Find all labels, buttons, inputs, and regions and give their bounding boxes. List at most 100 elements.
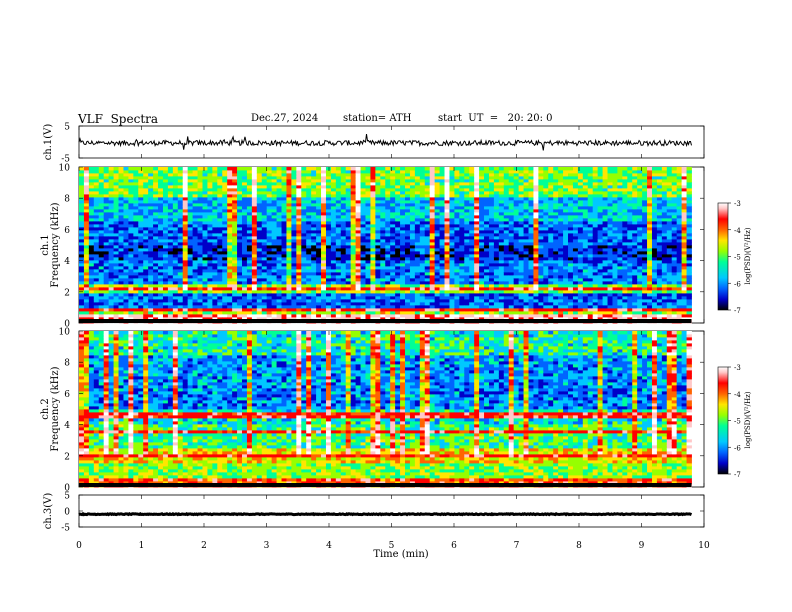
ch1-spectrogram-cell: [207, 215, 213, 219]
ch1-spectrogram-cell: [459, 269, 465, 273]
ch1-spectrogram-cell: [439, 248, 445, 252]
ch1-spectrogram-cell: [138, 218, 144, 222]
ch1-spectrogram-cell: [498, 176, 505, 180]
ch1-spectrogram-cell: [202, 248, 208, 252]
ch1-spectrogram-cell: [167, 188, 174, 192]
ch1-spectrogram-cell: [345, 281, 352, 285]
ch1-spectrogram-cell: [237, 299, 243, 303]
ch1-spectrogram-cell: [508, 266, 515, 270]
ch1-spectrogram-cell: [182, 251, 189, 255]
ch1-spectrogram-cell: [454, 218, 460, 222]
ch1-spectrogram-cell: [424, 287, 431, 291]
ch1-spectrogram-cell: [469, 293, 475, 297]
ch1-spectrogram-cell: [360, 203, 366, 207]
ch1-spectrogram-cell: [523, 314, 529, 318]
ch1-spectrogram-cell: [513, 275, 520, 279]
ch1-spectrogram-cell: [345, 278, 352, 282]
ch1-spectrogram-cell: [242, 290, 248, 294]
ch1-spectrogram-cell: [464, 197, 470, 201]
ch1-spectrogram-cell: [251, 284, 258, 288]
ch1-spectrogram-cell: [498, 317, 505, 321]
ch1-spectrogram-cell: [493, 179, 500, 183]
ch1-spectrogram-cell: [513, 314, 520, 318]
ch1-spectrogram-cell: [479, 191, 485, 195]
ch1-spectrogram-cell: [325, 296, 332, 300]
ch1-spectrogram-cell: [400, 254, 406, 258]
ch1-spectrogram-cell: [405, 179, 411, 183]
ch1-spectrogram-cell: [479, 206, 485, 210]
ch1-spectrogram-cell: [148, 176, 154, 180]
ch1-spectrogram-cell: [246, 278, 253, 282]
ch1-spectrogram-cell: [429, 296, 436, 300]
ch1-spectrogram-cell: [148, 224, 154, 228]
ch1-spectrogram-cell: [479, 266, 485, 270]
ch1-spectrogram-cell: [365, 194, 371, 198]
ch1-spectrogram-cell: [469, 179, 475, 183]
ch1-spectrogram-cell: [459, 200, 465, 204]
ch1-spectrogram-cell: [153, 302, 159, 306]
ch1-spectrogram-cell: [242, 281, 248, 285]
ch1-spectrogram-cell: [79, 272, 85, 276]
ch1-spectrogram-cell: [261, 197, 268, 201]
ch1-spectrogram-cell: [143, 254, 149, 258]
ch1-spectrogram-cell: [167, 233, 174, 237]
ch1-spectrogram-cell: [375, 278, 381, 282]
ch1-spectrogram-cell: [83, 194, 90, 198]
ch1-spectrogram-cell: [474, 176, 480, 180]
ch1-spectrogram-cell: [311, 233, 317, 237]
ch1-spectrogram-cell: [321, 191, 327, 195]
ch1-spectrogram-cell: [321, 233, 327, 237]
ch1-spectrogram-cell: [197, 188, 203, 192]
ch1-spectrogram-cell: [538, 266, 544, 270]
ch1-spectrogram-cell: [449, 206, 455, 210]
ch1-spectrogram-cell: [409, 176, 416, 180]
ch1-spectrogram-cell: [301, 221, 307, 225]
ch1-spectrogram-cell: [528, 284, 534, 288]
ch1-spectrogram-cell: [123, 287, 129, 291]
ch1-spectrogram-cell: [133, 230, 139, 234]
ch1-spectrogram-cell: [237, 248, 243, 252]
ch1-spectrogram-cell: [237, 227, 243, 231]
ch1-spectrogram-cell: [405, 230, 411, 234]
ch1-spectrogram-cell: [88, 269, 95, 273]
ch1-spectrogram-cell: [197, 227, 203, 231]
ch1-spectrogram-cell: [503, 254, 510, 258]
ch1-spectrogram-cell: [103, 212, 110, 216]
ch1-spectrogram-cell: [242, 182, 248, 186]
ch1-spectrogram-cell: [172, 212, 179, 216]
ch1-spectrogram-cell: [498, 299, 505, 303]
ch1-spectrogram-cell: [385, 314, 391, 318]
ch1-spectrogram-cell: [207, 293, 213, 297]
ch1-spectrogram-cell: [335, 260, 342, 264]
ch1-spectrogram-cell: [528, 278, 534, 282]
ch1-spectrogram-cell: [523, 311, 529, 315]
ch1-spectrogram-cell: [256, 296, 263, 300]
ch1-spectrogram-cell: [306, 224, 312, 228]
ch1-spectrogram-cell: [98, 248, 105, 252]
ch1-spectrogram-cell: [128, 191, 134, 195]
ch1-spectrogram-cell: [177, 224, 184, 228]
ch1-spectrogram-cell: [365, 308, 371, 312]
ch1-spectrogram-cell: [256, 260, 263, 264]
ch1-spectrogram-cell: [508, 290, 515, 294]
ch1-spectrogram-cell: [187, 233, 194, 237]
ch1-spectrogram-cell: [83, 272, 90, 276]
ch1-spectrogram-cell: [232, 254, 238, 258]
ch1-spectrogram-cell: [197, 206, 203, 210]
ch1-spectrogram-cell: [172, 194, 179, 198]
ch1-spectrogram-cell: [503, 269, 510, 273]
ch1-spectrogram-cell: [474, 194, 480, 198]
ch1-spectrogram-cell: [143, 275, 149, 279]
ch1-spectrogram-cell: [335, 209, 342, 213]
ch1-spectrogram-cell: [533, 188, 539, 192]
ch1-spectrogram-cell: [167, 212, 174, 216]
ch1-spectrogram-cell: [548, 284, 554, 288]
ch1-spectrogram-cell: [469, 272, 475, 276]
ch1-spectrogram-cell: [424, 224, 431, 228]
ch1-spectrogram-cell: [479, 287, 485, 291]
ch1-spectrogram-cell: [459, 242, 465, 246]
ch1-spectrogram-cell: [335, 242, 342, 246]
ch1-spectrogram-cell: [429, 299, 436, 303]
ch1-spectrogram-cell: [365, 296, 371, 300]
ch1-spectrogram-cell: [375, 281, 381, 285]
